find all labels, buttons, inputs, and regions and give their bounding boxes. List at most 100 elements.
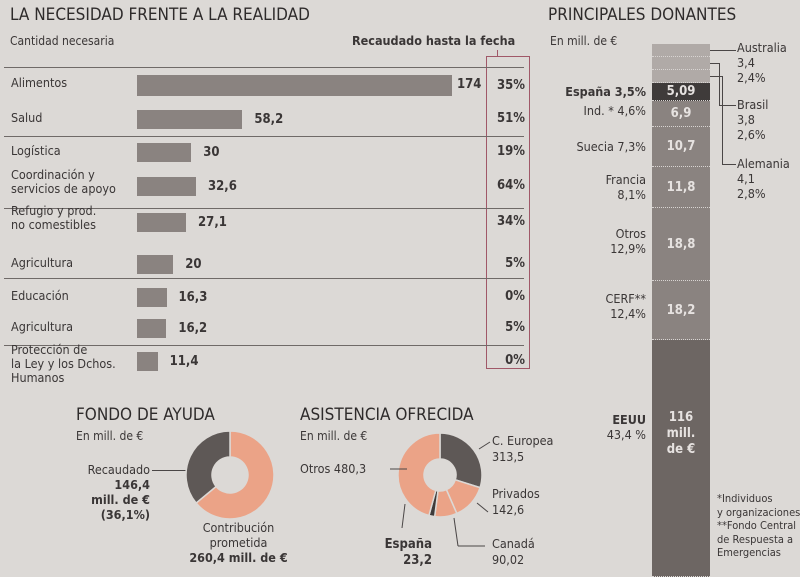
needs-chart-title: LA NECESIDAD FRENTE A LA REALIDAD xyxy=(10,5,310,25)
donut-slice-otros xyxy=(397,432,441,517)
connector-line xyxy=(722,76,736,165)
fund-leader-line xyxy=(152,470,202,471)
donor-segment-brasil xyxy=(652,57,710,70)
bar-value-label: 16,3 xyxy=(178,290,208,305)
donor-name: Australia xyxy=(737,40,787,55)
leader-ce xyxy=(478,441,491,450)
segment-value: 10,7 xyxy=(666,139,696,154)
segment-value: 11,8 xyxy=(666,180,696,195)
bar xyxy=(137,255,174,274)
category-label: Protección de la Ley y los Dchos. Humanos xyxy=(11,343,116,385)
category-label: Coordinación y servicios de apoyo xyxy=(11,168,116,196)
footnote-line: **Fondo Central xyxy=(717,519,797,532)
row-divider xyxy=(4,208,524,209)
donor-segment-australia xyxy=(652,44,710,57)
donors-stacked-bar: 5,09 6,9 10,7 11,8 18,8 18,2 116 mill. de € xyxy=(652,44,710,577)
assist-donut-chart xyxy=(397,432,483,518)
category-label-line: no comestibles xyxy=(11,217,96,232)
donor-label-text: España 3,5% xyxy=(565,84,646,99)
category-label-line: Salud xyxy=(11,110,43,125)
category-label: Educación xyxy=(11,289,69,303)
label-value: 480,3 xyxy=(333,461,367,476)
segment-value: 5,09 xyxy=(666,84,696,99)
bar xyxy=(137,352,158,371)
bar-value-label: 58,2 xyxy=(254,112,284,127)
donor-name: Alemania xyxy=(737,156,790,171)
assist-leader-lines xyxy=(390,441,491,547)
donor-name: Otros xyxy=(615,226,646,241)
bar xyxy=(137,213,187,232)
donor-label: España 3,5% xyxy=(565,84,646,99)
label-name-2: prometida xyxy=(209,535,268,550)
bar-value-label: 11,4 xyxy=(169,354,199,369)
fund-recaudado-label: Recaudado 146,4 mill. de € (36,1%) xyxy=(78,462,150,522)
row-divider xyxy=(4,278,524,279)
raised-percent: 5% xyxy=(505,320,525,335)
donor-label-text: Suecia 7,3% xyxy=(576,139,646,154)
row-divider xyxy=(4,136,524,137)
label-name: Otros xyxy=(300,461,331,476)
category-label: Salud xyxy=(11,111,42,125)
donor-label: Suecia 7,3% xyxy=(576,139,646,154)
fund-prometida-label: Contribución prometida 260,4 mill. de € xyxy=(176,520,301,565)
donor-name: EEUU xyxy=(612,412,646,427)
category-label-line: Protección de xyxy=(11,342,88,357)
bar-value-label: 16,2 xyxy=(178,321,208,336)
bar xyxy=(137,75,452,96)
donor-name: Brasil xyxy=(737,97,769,112)
label-value: 146,4 xyxy=(114,477,150,492)
connector-line xyxy=(710,63,719,64)
donor-value-label: 3,4 xyxy=(737,55,755,70)
category-label-line: Alimentos xyxy=(11,75,68,90)
connector-line xyxy=(710,50,716,51)
donor-label: EEUU 43,4 % xyxy=(607,412,646,442)
connector-line xyxy=(716,50,736,51)
donut-slice-contribuci-n-prometida-resto xyxy=(195,430,275,520)
donor-segment-francia: 11,8 xyxy=(652,167,710,208)
needs-chart-subtitle: Cantidad necesaria xyxy=(10,34,115,48)
category-label-line: Humanos xyxy=(11,370,65,385)
category-label-line: Coordinación y xyxy=(11,167,95,182)
bar-value-label: 174 xyxy=(457,77,482,92)
assist-label-ce: C. Europea 313,5 xyxy=(492,433,553,465)
donor-label-australia: Australia 3,4 2,4% xyxy=(737,40,787,85)
donor-pct: 2,6% xyxy=(737,127,766,142)
raised-percent: 19% xyxy=(497,144,525,159)
donor-pct: 12,4% xyxy=(610,306,646,321)
label-value: 313,5 xyxy=(492,449,525,464)
donor-pct: 12,9% xyxy=(610,241,646,256)
raised-header: Recaudado hasta la fecha xyxy=(352,33,516,48)
segment-value: 18,8 xyxy=(666,237,696,252)
label-value: 260,4 mill. de € xyxy=(189,550,288,565)
raised-column-box xyxy=(486,56,530,369)
fund-donut-chart xyxy=(185,430,275,520)
bar xyxy=(137,288,167,307)
row-divider xyxy=(4,67,524,68)
leader-canada xyxy=(453,517,459,547)
label-name: Canadá xyxy=(492,536,535,551)
assist-chart-subtitle: En mill. de € xyxy=(300,429,368,443)
donor-label-alemania: Alemania 4,1 2,8% xyxy=(737,156,790,201)
donor-pct: 8,1% xyxy=(617,187,646,202)
donor-pct: 2,4% xyxy=(737,70,766,85)
fund-chart-subtitle: En mill. de € xyxy=(76,429,144,443)
category-label: Refugio y prod. no comestibles xyxy=(11,204,96,232)
category-label-line: la Ley y los Dchos. xyxy=(11,356,116,371)
assist-label-privados: Privados 142,6 xyxy=(492,486,540,518)
leader-espana xyxy=(401,503,406,529)
donors-chart-title: PRINCIPALES DONANTES xyxy=(548,5,737,25)
bar xyxy=(137,177,197,196)
label-value: 142,6 xyxy=(492,502,525,517)
donor-name: CERF** xyxy=(605,291,647,306)
donor-label-text: Ind. * 4,6% xyxy=(583,103,646,118)
donor-label: Francia 8,1% xyxy=(606,172,646,202)
category-label-line: Agricultura xyxy=(11,319,74,334)
category-label-line: Educación xyxy=(11,288,69,303)
donor-pct: 43,4 % xyxy=(606,427,646,442)
footnote-line: de Respuesta a xyxy=(717,532,794,546)
bar xyxy=(137,143,192,162)
raised-percent: 34% xyxy=(497,214,525,229)
donut-slice-c-europea xyxy=(439,432,483,489)
bar-value-label: 30 xyxy=(203,145,220,160)
raised-percent: 35% xyxy=(497,78,525,93)
